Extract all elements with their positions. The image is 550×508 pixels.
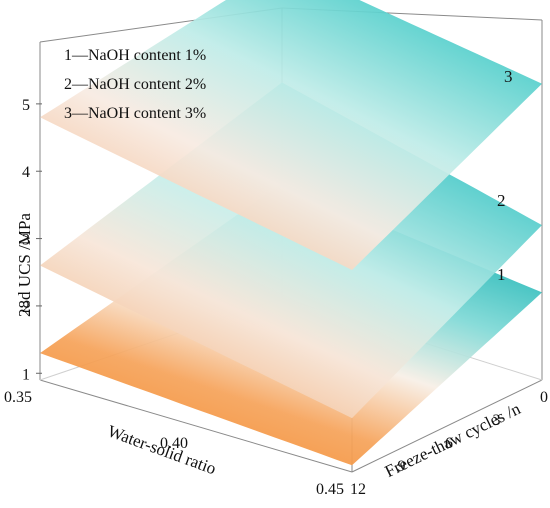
z-tick-label: 2 xyxy=(22,299,30,316)
x-tick-label: 0.35 xyxy=(4,389,32,406)
surface-label-3: 3 xyxy=(504,67,513,86)
z-tick-label: 4 xyxy=(22,164,30,181)
z-tick-label: 5 xyxy=(22,97,30,114)
surface-3 xyxy=(40,0,542,270)
surface-label-2: 2 xyxy=(497,191,506,210)
floor-right-edge xyxy=(351,379,543,473)
y-tick-label: 6 xyxy=(445,435,453,452)
y-tick-label: 3 xyxy=(493,412,501,429)
surfaces-group xyxy=(40,0,542,466)
y-tick-label: 0 xyxy=(540,389,548,406)
legend: 1—NaOH content 1% 2—NaOH content 2% 3—Na… xyxy=(64,47,206,122)
z-axis-label: 28d UCS /MPa xyxy=(15,213,34,317)
y-tick-label: 12 xyxy=(350,481,366,498)
floor-left-edge xyxy=(39,379,353,473)
legend-entry-1: 1—NaOH content 1% xyxy=(64,47,206,64)
x-tick-label: 0.40 xyxy=(160,435,188,452)
x-axis-label: Water-solid ratio xyxy=(105,421,219,478)
y-tick-label: 9 xyxy=(398,458,406,475)
legend-entry-3: 3—NaOH content 3% xyxy=(64,105,206,122)
x-tick-label: 0.45 xyxy=(316,481,344,498)
legend-entry-2: 2—NaOH content 2% xyxy=(64,76,206,93)
z-tick-label: 3 xyxy=(22,232,30,249)
z-tick-label: 1 xyxy=(22,366,30,383)
surface-label-1: 1 xyxy=(497,265,506,284)
